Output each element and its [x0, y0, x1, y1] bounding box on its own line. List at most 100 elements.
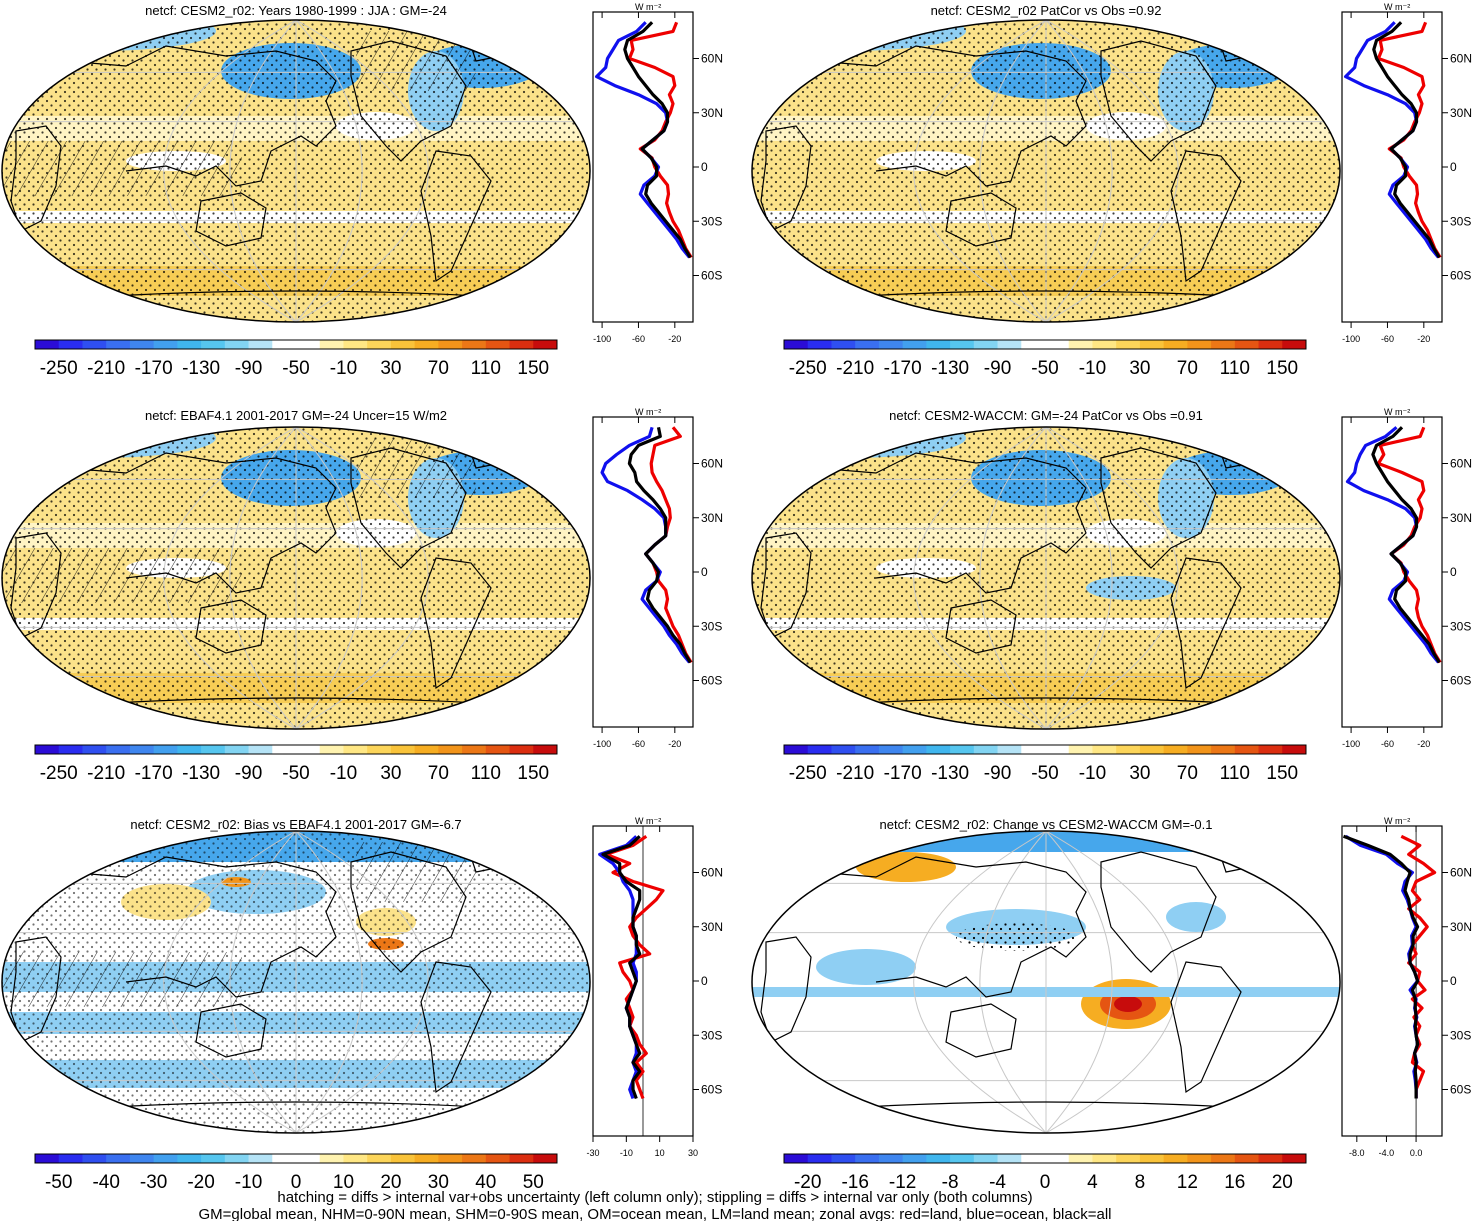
panel-title: netcf: CESM2-WACCM: GM=-24 PatCor vs Obs… — [889, 408, 1203, 423]
colorbar-swatch — [201, 745, 226, 754]
colorbar-swatch — [319, 745, 344, 754]
colorbar-swatch — [1282, 1154, 1307, 1163]
colorbar-swatch — [414, 340, 439, 349]
colorbar-swatch — [533, 340, 558, 349]
colorbar-swatch — [319, 340, 344, 349]
colorbar-swatch — [82, 340, 107, 349]
map-field — [752, 427, 1340, 729]
colorbar-label: -210 — [87, 358, 125, 379]
coastline-5 — [420, 150, 492, 283]
colorbar-label: -130 — [182, 358, 220, 379]
colorbar-swatch — [129, 745, 155, 754]
coastline-5 — [420, 557, 492, 690]
colorbar-swatch — [807, 745, 832, 754]
colorbar-swatch — [997, 340, 1022, 349]
colorbar-label: -170 — [884, 358, 922, 379]
positive-change-core — [1114, 996, 1142, 1012]
colorbar-frame — [34, 339, 558, 350]
colorbar-swatch — [248, 745, 273, 754]
colorbar-swatch — [926, 1154, 951, 1163]
colorbar-swatch — [784, 745, 809, 754]
coastline-4 — [350, 851, 467, 973]
land-curve — [1376, 426, 1442, 664]
lat-tick-label: 60N — [1450, 866, 1472, 880]
meridian — [229, 831, 297, 1133]
colorbar: -250 -210 -170 -130 -90 -50 -10 30 70 110 150 — [783, 339, 1307, 379]
value-tick-label: -20 — [1417, 334, 1430, 344]
colorbar-swatch — [462, 340, 487, 349]
lat-tick-label: 30S — [1450, 619, 1471, 633]
map-frame — [1, 19, 591, 323]
colorbar-label: 0 — [291, 1172, 302, 1193]
colorbar-label: -170 — [884, 763, 922, 784]
colorbar-swatch — [1258, 745, 1283, 754]
ocean-curve — [600, 426, 691, 664]
colorbar-swatch — [272, 1154, 297, 1163]
colorbar: -50 -40 -30 -20 -10 0 10 20 30 40 50 — [34, 1153, 558, 1193]
zonal-profile: W m⁻² 60N 30N 0 30S 60S -100 -60 -20 — [1341, 2, 1472, 344]
coastline-1 — [25, 452, 337, 594]
colorbar-swatch — [58, 340, 83, 349]
lat-tick-label: 0 — [1450, 565, 1457, 579]
colorbar-swatch — [390, 340, 416, 349]
zonal-profile: W m⁻² 60N 30N 0 30S 60S -30 -10 10 30 — [586, 816, 723, 1158]
colorbar-swatch — [35, 1154, 60, 1163]
colorbar-swatch — [878, 745, 904, 754]
colorbar-swatch — [926, 340, 951, 349]
coastline-5 — [420, 961, 492, 1094]
value-tick-label: -60 — [1381, 739, 1394, 749]
coastline-2 — [760, 532, 812, 639]
colorbar-swatch — [367, 745, 392, 754]
panel-title: netcf: CESM2_r02: Bias vs EBAF4.1 2001-2… — [130, 817, 461, 832]
meridian — [229, 427, 297, 729]
colorbar-swatch — [1139, 340, 1165, 349]
colorbar-frame — [783, 1153, 1307, 1164]
colorbar-label: 150 — [1266, 763, 1298, 784]
colorbar-swatch — [248, 340, 273, 349]
hatching-2 — [356, 438, 476, 498]
lat-tick-label: 60N — [701, 457, 723, 471]
colorbar-label: 110 — [471, 763, 501, 784]
panel-4: netcf: CESM2-WACCM: GM=-24 PatCor vs Obs… — [751, 407, 1472, 784]
all-curve — [623, 21, 692, 259]
colorbar-swatch — [1092, 340, 1117, 349]
colorbar-swatch — [1211, 340, 1236, 349]
meridian — [163, 427, 297, 729]
lat-tick-label: 60S — [701, 674, 722, 688]
colorbar-label: 10 — [333, 1172, 354, 1193]
colorbar-swatch — [1234, 340, 1260, 349]
colorbar-label: 50 — [523, 1172, 544, 1193]
colorbar-label: -250 — [40, 763, 78, 784]
colorbar-swatch — [1139, 1154, 1165, 1163]
colorbar-label: 70 — [1177, 763, 1198, 784]
colorbar-label: -10 — [1079, 358, 1106, 379]
colorbar-swatch — [272, 745, 297, 754]
colorbar-label: -30 — [140, 1172, 167, 1193]
colorbar-swatch — [1021, 745, 1046, 754]
colorbar-swatch — [1282, 745, 1307, 754]
colorbar-swatch — [997, 1154, 1022, 1163]
map-frame — [751, 426, 1341, 730]
colorbar-swatch — [153, 1154, 178, 1163]
colorbar-swatch — [1187, 1154, 1212, 1163]
colorbar-swatch — [272, 340, 297, 349]
colorbar-label: 70 — [428, 763, 449, 784]
colorbar-swatch — [950, 340, 975, 349]
colorbar-swatch — [390, 1154, 416, 1163]
colorbar-swatch — [343, 1154, 368, 1163]
units-label: W m⁻² — [635, 2, 661, 12]
colorbar-swatch — [1187, 745, 1212, 754]
colorbar-label: 70 — [1177, 358, 1198, 379]
colorbar-swatch — [224, 1154, 250, 1163]
colorbar-label: -90 — [235, 763, 262, 784]
colorbar-label: -210 — [836, 358, 874, 379]
colorbar-swatch — [438, 340, 463, 349]
units-label: W m⁻² — [635, 407, 661, 417]
colorbar-swatch — [1092, 745, 1117, 754]
colorbar-label: 110 — [471, 358, 501, 379]
colorbar-label: 150 — [517, 358, 549, 379]
colorbar-label: -250 — [40, 358, 78, 379]
colorbar-swatch — [831, 745, 856, 754]
value-tick-label: 10 — [655, 1148, 665, 1158]
